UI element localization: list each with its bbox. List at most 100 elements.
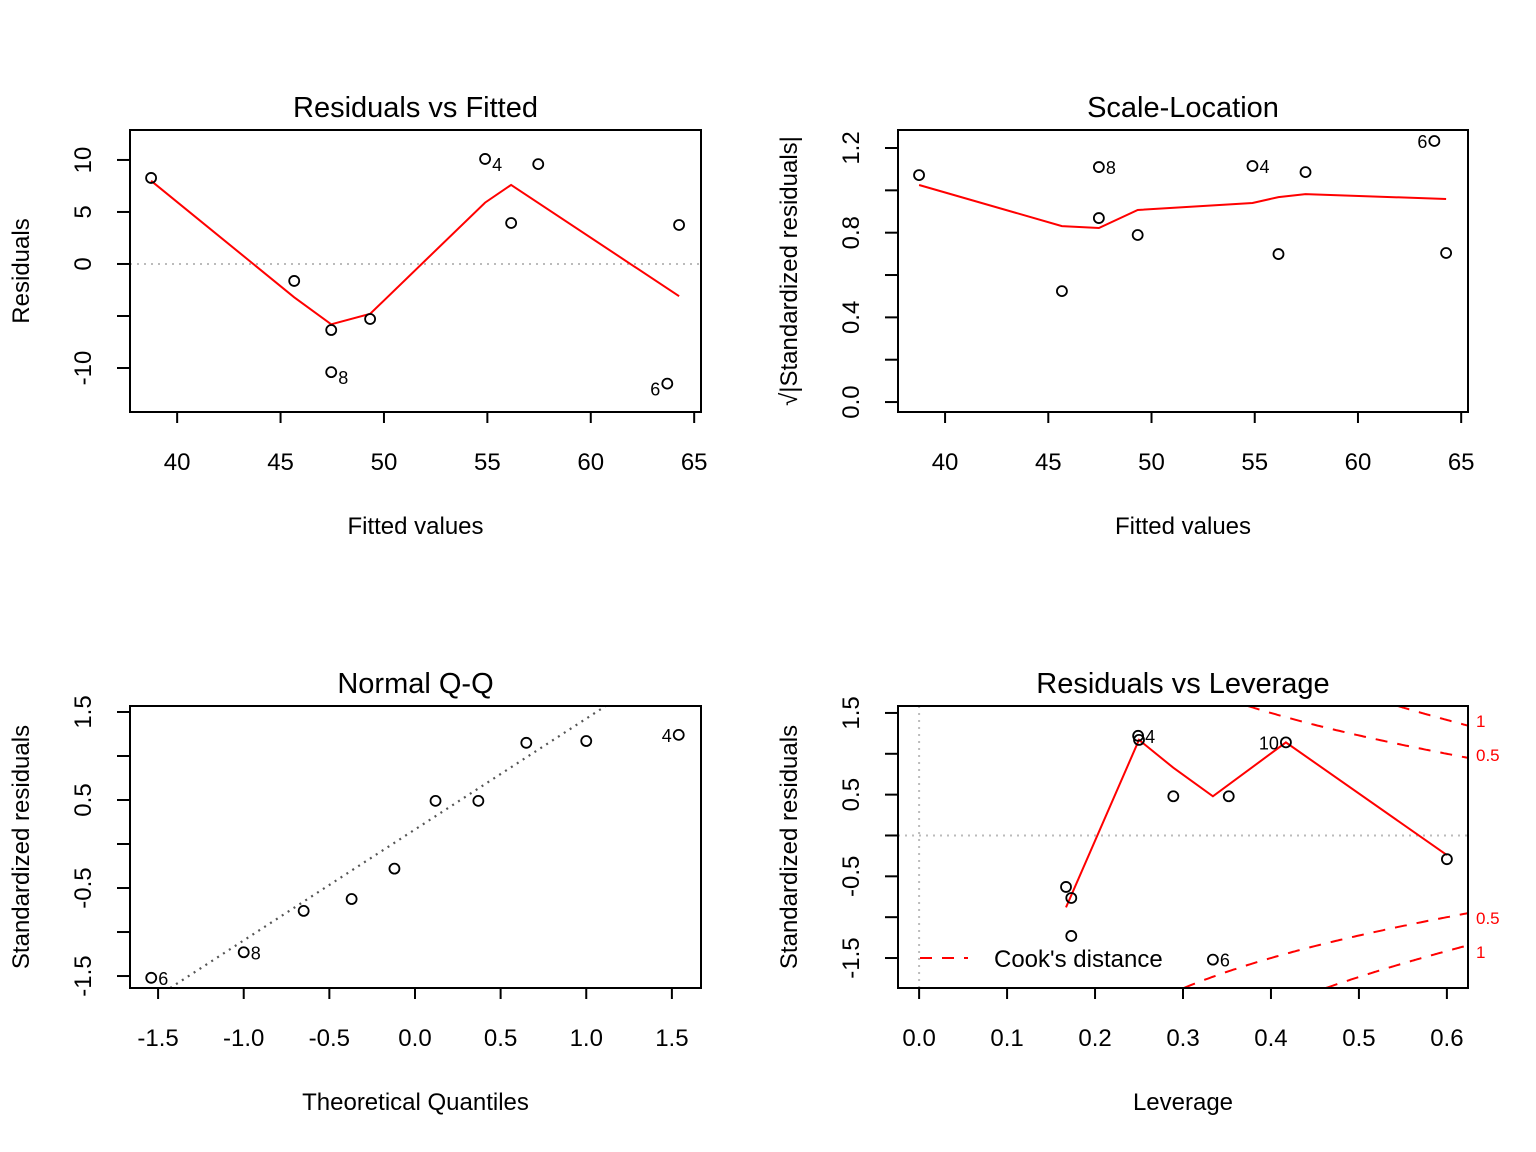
plot-area — [898, 706, 1468, 988]
cooks-contour-label: 1 — [1476, 943, 1485, 962]
smoother-line — [918, 184, 1447, 230]
x-tick-label: 0.1 — [990, 1025, 1023, 1052]
data-point — [1222, 790, 1235, 803]
point-label: 8 — [338, 368, 348, 388]
x-tick-label: 0.4 — [1254, 1025, 1287, 1052]
data-point — [1131, 229, 1144, 241]
data-point — [1065, 930, 1078, 942]
plot-area — [130, 180, 701, 326]
y-tick-label: 0 — [70, 257, 97, 270]
data-point — [1092, 212, 1105, 224]
point-label: 6 — [650, 380, 660, 400]
data-point — [145, 172, 157, 184]
y-axis-label: Standardized residuals — [8, 725, 35, 969]
cooks-distance-contour — [1247, 706, 1468, 759]
y-tick-label: 10 — [70, 147, 97, 174]
panel-normal-q-q: Normal Q-Q Theoretical Quantiles Standardi… — [8, 668, 702, 1116]
cooks-distance-contour — [1325, 944, 1468, 988]
y-tick-label: 1.5 — [838, 696, 865, 729]
data-point — [580, 735, 593, 747]
data-point — [364, 313, 377, 325]
cooks-distance-contour — [1183, 912, 1468, 988]
y-tick-label: 0.8 — [838, 216, 865, 249]
y-tick-label: -10 — [70, 351, 97, 386]
data-point — [1272, 248, 1285, 260]
data-point — [1299, 166, 1312, 179]
x-tick-label: 1.5 — [655, 1025, 688, 1052]
cooks-contour-label: 1 — [1476, 712, 1485, 731]
point-label: 10 — [1259, 733, 1279, 753]
data-point — [388, 862, 401, 875]
x-tick-label: 1.0 — [570, 1025, 603, 1052]
data-point — [1440, 853, 1453, 866]
cooks-distance-contour — [1397, 706, 1468, 727]
point-label: 6 — [1220, 951, 1230, 971]
data-point — [673, 219, 685, 231]
data-point — [1060, 881, 1072, 893]
data-point — [505, 217, 518, 229]
qq-reference-line — [169, 706, 607, 988]
x-tick-label: 40 — [164, 449, 191, 476]
cooks-contour-label: 0.5 — [1476, 746, 1500, 765]
legend-label: Cook's distance — [994, 946, 1163, 973]
y-tick-label: 0.5 — [838, 778, 865, 811]
plot-area — [169, 706, 607, 988]
point-label: 8 — [251, 943, 261, 963]
plot-frame — [129, 705, 702, 989]
x-tick-label: 60 — [577, 449, 604, 476]
panel-residuals-vs-leverage: Residuals vs Leverage Leverage Standardize… — [776, 668, 1500, 1116]
x-tick-label: 0.3 — [1166, 1025, 1199, 1052]
x-tick-label: 0.5 — [1342, 1025, 1375, 1052]
data-point — [429, 794, 442, 807]
x-tick-label: 0.2 — [1078, 1025, 1111, 1052]
y-tick-label: -1.5 — [70, 955, 97, 996]
x-tick-label: 65 — [681, 449, 708, 476]
data-point — [1280, 736, 1292, 749]
y-tick-label: -0.5 — [70, 867, 97, 908]
smoother-line — [1065, 738, 1448, 908]
plot-area — [918, 184, 1447, 230]
data-point — [661, 377, 674, 390]
x-tick-label: 55 — [1241, 449, 1268, 476]
panel-residuals-vs-fitted: Residuals vs Fitted Fitted values Residual… — [8, 92, 708, 540]
data-point — [1440, 247, 1453, 259]
x-tick-label: -1.5 — [137, 1025, 178, 1052]
smoother-line — [150, 180, 680, 326]
data-point — [1133, 734, 1145, 746]
y-axis-label: √|Standardized residuals| — [776, 136, 803, 406]
x-tick-label: -1.0 — [223, 1025, 264, 1052]
x-tick-label: 50 — [1138, 449, 1165, 476]
data-point — [237, 946, 250, 959]
data-point — [1167, 790, 1180, 803]
point-label: 8 — [1106, 158, 1116, 178]
data-point — [672, 728, 685, 741]
data-point — [1092, 161, 1105, 173]
point-label: 6 — [1417, 132, 1427, 152]
x-tick-label: 45 — [267, 449, 294, 476]
x-axis-label: Theoretical Quantiles — [302, 1089, 529, 1116]
point-label: 4 — [1259, 157, 1269, 177]
y-axis-label: Standardized residuals — [776, 725, 803, 969]
data-point — [1065, 892, 1078, 904]
plot-frame — [897, 705, 1469, 989]
data-point — [1246, 160, 1259, 172]
x-tick-label: 0.0 — [398, 1025, 431, 1052]
data-point — [479, 153, 491, 165]
y-tick-label: 0.4 — [838, 301, 865, 334]
x-tick-label: 0.0 — [902, 1025, 935, 1052]
data-point — [325, 366, 338, 379]
data-point — [1056, 285, 1068, 298]
cooks-contour-label: 0.5 — [1476, 909, 1500, 928]
x-tick-label: 45 — [1035, 449, 1062, 476]
x-tick-label: 50 — [371, 449, 398, 476]
y-tick-label: 1.2 — [838, 131, 865, 164]
data-point — [913, 169, 925, 181]
point-label: 4 — [662, 726, 672, 746]
y-axis-label: Residuals — [8, 218, 35, 323]
x-tick-label: 0.6 — [1430, 1025, 1463, 1052]
data-point — [1428, 135, 1441, 147]
data-point — [288, 275, 301, 287]
y-tick-label: -0.5 — [838, 856, 865, 897]
chart-title: Normal Q-Q — [337, 668, 493, 700]
data-point — [345, 893, 358, 905]
